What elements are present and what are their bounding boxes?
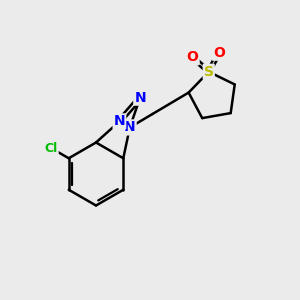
Text: O: O [213,46,225,60]
Text: N: N [134,91,146,105]
Text: N: N [114,114,125,128]
Text: Cl: Cl [44,142,58,154]
Text: S: S [204,65,214,79]
Text: O: O [187,50,199,64]
Text: N: N [124,120,136,134]
